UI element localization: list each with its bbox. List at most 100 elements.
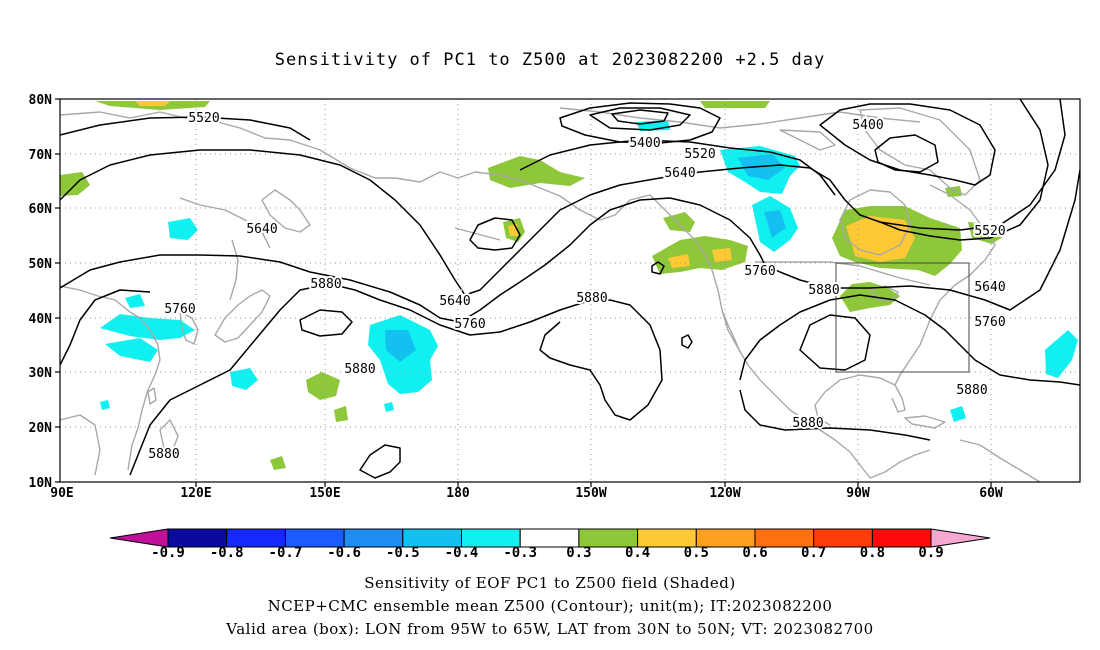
lat-label: 80N: [29, 93, 53, 108]
lat-label: 40N: [29, 312, 53, 327]
longitude-labels: 90E 120E 150E 180 150W 120W 90W 60W: [50, 486, 1003, 501]
shade-negative-caribbean: [950, 406, 966, 422]
colorbar-tick: 0.7: [801, 545, 826, 561]
shade-negative-central-pacific-core: [385, 330, 416, 362]
contour-label: 5640: [664, 166, 695, 181]
contour-label: 5640: [439, 294, 470, 309]
coast-canada-arctic: [559, 107, 921, 129]
lon-label: 150W: [575, 486, 606, 501]
contour-label: 5520: [684, 147, 715, 162]
contour-5880-south: [739, 389, 931, 441]
lat-label: 70N: [29, 148, 53, 163]
colorbar-right-arrow: [930, 528, 991, 548]
contour-label: 5880: [148, 447, 179, 462]
shade-negative-china-3: [125, 294, 145, 308]
coast-okhotsk: [179, 197, 271, 249]
coast-cuba: [904, 415, 946, 429]
shade-positive-alaska: [488, 156, 585, 188]
shade-negative-china-2: [105, 338, 158, 362]
caption-contour: NCEP+CMC ensemble mean Z500 (Contour); u…: [267, 597, 833, 615]
contour-label-layer: 5520 5400 5520 5640 5400 5520 5640 5760 …: [146, 109, 1007, 464]
colorbar-tick: -0.7: [269, 545, 303, 561]
shade-negative-minor-1: [100, 400, 110, 410]
contour-label: 5400: [629, 136, 660, 151]
shade-positive-arctic-west-core: [135, 101, 170, 106]
colorbar-tick: -0.8: [210, 545, 244, 561]
coast-sakhalin: [229, 239, 239, 301]
lon-label: 180: [446, 486, 470, 501]
contour-inner-center-2: [611, 109, 669, 125]
contour-5880-main: [129, 283, 663, 476]
contour-label: 5880: [310, 277, 341, 292]
colorbar-tick: -0.5: [386, 545, 420, 561]
lon-label: 60W: [979, 486, 1003, 501]
contour-inner-east: [874, 134, 939, 173]
contour-5400-closed-center: [559, 102, 721, 144]
map-background: [60, 99, 1080, 482]
shade-negative-atlantic: [1045, 330, 1078, 378]
coast-arctic-islands: [779, 129, 836, 151]
coast-greenland: [859, 107, 981, 196]
contour-ridge-alaska: [469, 217, 521, 251]
contour-5880-west-tail: [60, 289, 151, 366]
contour-high-south-pacific: [359, 444, 401, 479]
shade-negative-west-pacific: [168, 218, 198, 240]
map-frame: [59, 98, 1081, 483]
coast-alaska: [457, 171, 666, 221]
map-title: Sensitivity of PC1 to Z500 at 2023082200…: [274, 50, 826, 70]
contour-inner-center-1: [589, 107, 691, 131]
colorbar-tick: 0.3: [566, 545, 591, 561]
contour-label: 5760: [744, 264, 775, 279]
valid-area-box: [835, 262, 970, 373]
contour-label: 5760: [454, 317, 485, 332]
contour-small-low: [651, 261, 665, 275]
shade-positive-pacific-nw-core: [668, 254, 690, 268]
contour-high-west-pacific: [299, 309, 353, 337]
contour-label: 5880: [576, 291, 607, 306]
contour-label: 5880: [792, 416, 823, 431]
colorbar-tick: 0.6: [742, 545, 767, 561]
caption-valid-area: Valid area (box): LON from 95W to 65W, L…: [226, 620, 874, 638]
contour-label: 5520: [974, 224, 1005, 239]
shade-positive-gulf-alaska: [663, 212, 695, 232]
colorbar-tick: 0.9: [918, 545, 943, 561]
z500-contours: [60, 99, 1080, 479]
contour-label: 5880: [956, 383, 987, 398]
coast-east-na: [894, 259, 986, 386]
contour-high-east-pacific: [799, 314, 871, 371]
coast-indochina: [60, 414, 101, 476]
lat-label: 50N: [29, 257, 53, 272]
coast-labrador: [929, 184, 996, 261]
lat-label: 10N: [29, 476, 53, 491]
caption-shaded: Sensitivity of EOF PC1 to Z500 field (Sh…: [364, 574, 736, 592]
coast-siberia: [60, 111, 459, 183]
coast-aleutians: [454, 227, 501, 241]
contour-5760-main: [60, 169, 1080, 323]
contour-label: 5760: [164, 302, 195, 317]
shade-negative-minor-2: [384, 402, 394, 412]
contour-label: 5760: [974, 315, 1005, 330]
coast-florida: [891, 384, 906, 413]
coast-japan: [214, 289, 271, 343]
shade-negative-rockies-core: [764, 210, 786, 238]
lon-label: 120E: [180, 486, 211, 501]
lat-label: 30N: [29, 366, 53, 381]
latitude-ticks: [55, 98, 60, 483]
lat-label: 60N: [29, 202, 53, 217]
contour-label: 5520: [188, 111, 219, 126]
contour-label: 5640: [974, 280, 1005, 295]
shade-negative-ryukyu: [230, 368, 258, 390]
contour-5520-east: [879, 99, 1049, 241]
coast-west-na: [664, 209, 871, 479]
lon-label: 150E: [309, 486, 340, 501]
colorbar-tick-labels: -0.9 -0.8 -0.7 -0.6 -0.5 -0.4 -0.3 0.3 0…: [151, 545, 944, 561]
contour-label: 5880: [808, 283, 839, 298]
shade-positive-pacific-nw-core2: [712, 248, 732, 262]
longitude-ticks: [195, 482, 992, 487]
colorbar-tick: -0.9: [151, 545, 185, 561]
coast-gulf-mexico: [814, 374, 896, 426]
coast-philippines: [159, 419, 179, 453]
coastlines: [60, 107, 1041, 482]
coast-taiwan: [147, 387, 157, 405]
colorbar-tick: 0.5: [684, 545, 709, 561]
